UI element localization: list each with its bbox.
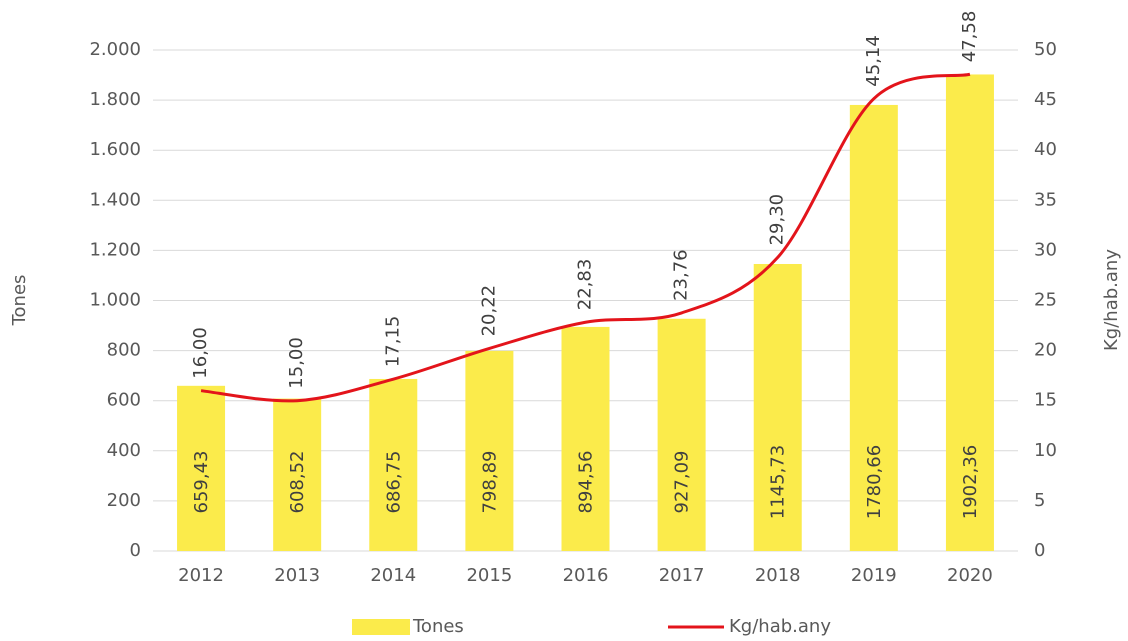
- bar: [849, 104, 898, 551]
- x-tick-label: 2017: [659, 565, 705, 586]
- bar-value-label: 686,75: [383, 451, 404, 514]
- y2-tick-label: 0: [1034, 540, 1045, 561]
- bar: [177, 385, 226, 551]
- bar: [945, 74, 994, 552]
- bar-value-label: 608,52: [287, 451, 308, 514]
- legend-label: Kg/hab.any: [729, 616, 831, 637]
- y-axis-title: Tones: [9, 275, 30, 327]
- bar: [561, 326, 610, 551]
- x-tick-label: 2014: [370, 565, 416, 586]
- line-value-label: 22,83: [575, 259, 596, 311]
- x-tick-label: 2013: [274, 565, 320, 586]
- y2-tick-label: 5: [1034, 490, 1045, 511]
- bar: [273, 398, 322, 551]
- y-tick-label: 2.000: [89, 39, 141, 60]
- bar-value-label: 1902,36: [960, 445, 981, 519]
- line-value-label: 47,58: [959, 11, 980, 63]
- x-tick-label: 2018: [755, 565, 801, 586]
- bar-value-label: 659,43: [191, 451, 212, 514]
- x-tick-label: 2020: [947, 565, 993, 586]
- x-tick-label: 2016: [563, 565, 609, 586]
- y-tick-label: 0: [130, 540, 141, 561]
- bar-value-label: 927,09: [672, 451, 693, 514]
- line-value-label: 45,14: [863, 35, 884, 87]
- y2-tick-label: 45: [1034, 89, 1057, 110]
- y-tick-label: 1.400: [89, 189, 141, 210]
- y-tick-label: 800: [107, 340, 141, 361]
- y2-tick-label: 35: [1034, 189, 1057, 210]
- x-tick-label: 2015: [466, 565, 512, 586]
- y-tick-label: 400: [107, 440, 141, 461]
- y2-tick-label: 50: [1034, 39, 1057, 60]
- line-value-label: 16,00: [190, 327, 211, 379]
- bar-value-label: 798,89: [479, 451, 500, 514]
- y-tick-label: 200: [107, 490, 141, 511]
- y2-tick-label: 40: [1034, 139, 1057, 160]
- line-value-label: 29,30: [767, 194, 788, 246]
- line-value-label: 15,00: [286, 337, 307, 389]
- bar: [369, 378, 418, 551]
- y2-tick-label: 10: [1034, 440, 1057, 461]
- line-value-label: 20,22: [478, 285, 499, 337]
- x-tick-label: 2019: [851, 565, 897, 586]
- bar: [465, 350, 514, 551]
- y-tick-label: 1.800: [89, 89, 141, 110]
- y-tick-label: 600: [107, 390, 141, 411]
- y2-tick-label: 30: [1034, 239, 1057, 260]
- x-tick-label: 2012: [178, 565, 224, 586]
- y2-tick-label: 20: [1034, 340, 1057, 361]
- bar-value-label: 1145,73: [768, 445, 789, 519]
- bar: [753, 263, 802, 551]
- bar: [657, 318, 706, 551]
- y2-tick-label: 15: [1034, 390, 1057, 411]
- bar-value-label: 1780,66: [864, 445, 885, 519]
- y-tick-label: 1.600: [89, 139, 141, 160]
- y2-axis-title: Kg/hab.any: [1101, 249, 1122, 351]
- legend-label: Tones: [412, 616, 464, 637]
- y-tick-label: 1.000: [89, 290, 141, 311]
- line-value-label: 23,76: [671, 249, 692, 301]
- y-tick-label: 1.200: [89, 239, 141, 260]
- line-value-label: 17,15: [382, 316, 403, 368]
- y2-tick-label: 25: [1034, 290, 1057, 311]
- bar-value-label: 894,56: [576, 451, 597, 514]
- line: [200, 72, 971, 403]
- legend-swatch: [352, 619, 410, 635]
